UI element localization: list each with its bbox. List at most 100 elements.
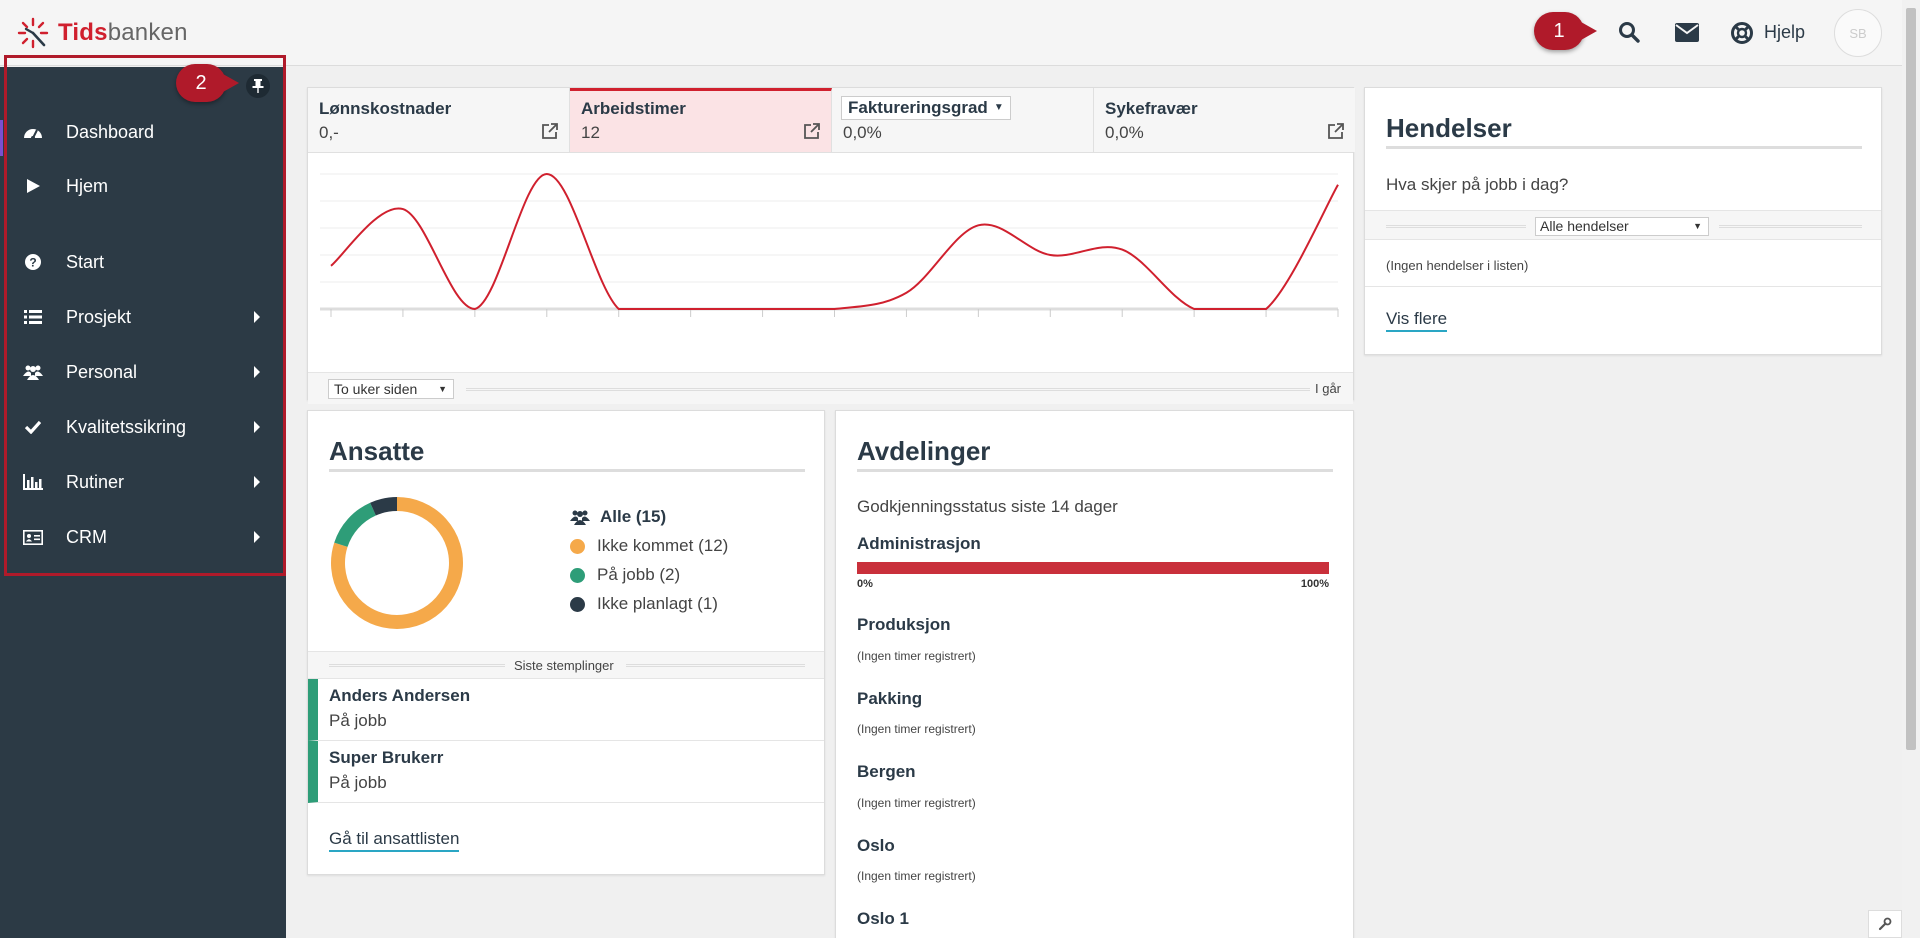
tidsbanken-logo-icon (17, 17, 49, 49)
kpi-select-faktureringsgrad[interactable]: Faktureringsgrad ▼ (841, 96, 1011, 120)
employee-row[interactable]: Super Brukerr På jobb (308, 741, 824, 803)
show-more-link[interactable]: Vis flere (1386, 309, 1448, 332)
department-name[interactable]: Bergen (857, 762, 916, 781)
legend-dot (570, 538, 585, 554)
sidebar-item-kvalitetssikring[interactable]: Kvalitetssikring (0, 405, 280, 449)
avatar[interactable]: SB (1834, 9, 1882, 57)
kpi-tab-arbeidstimer[interactable]: Arbeidstimer 12 (570, 88, 832, 152)
kpi-tab-sykefravaer[interactable]: Sykefravær 0,0% (1094, 88, 1355, 152)
department-note: (Ingen timer registrert) (857, 722, 976, 736)
check-icon (22, 416, 44, 438)
help-link[interactable]: Hjelp (1764, 22, 1806, 42)
band-divider (329, 664, 505, 667)
recent-stamps-bar: Siste stemplinger (308, 651, 824, 679)
events-title: Hendelser (1386, 113, 1512, 143)
band-divider (626, 664, 805, 667)
kpi-chart-panel: Lønnskostnader 0,- Arbeidstimer 12 Faktu… (307, 87, 1355, 404)
callout-1: 1 (1534, 12, 1597, 50)
kpi-tab-lonnskostnader[interactable]: Lønnskostnader 0,- (308, 88, 570, 152)
employee-list-link[interactable]: Gå til ansattlisten (329, 829, 460, 852)
departments-panel: Avdelinger Godkjenningsstatus siste 14 d… (835, 410, 1354, 938)
events-filter-bar: Alle hendelser ▼ (1365, 210, 1881, 240)
scale-max-label: 100% (1300, 578, 1329, 590)
kpi-tab-faktureringsgrad: Faktureringsgrad ▼ 0,0% (832, 88, 1094, 152)
scrollbar[interactable] (1902, 0, 1920, 938)
top-bar: Tidsbanken 1 Hjelp SB (0, 0, 1902, 66)
chart-footer: To uker siden ▼ I går (308, 372, 1353, 404)
sidebar: Dashboard Hjem ? Start Prosjekt Personal… (0, 67, 286, 938)
department-note: (Ingen timer registrert) (857, 796, 976, 810)
envelope-icon[interactable] (1675, 23, 1699, 47)
sidebar-item-rutiner[interactable]: Rutiner (0, 460, 280, 504)
title-rule (1386, 146, 1862, 149)
svg-text:?: ? (29, 256, 36, 270)
users-icon (570, 509, 590, 525)
employees-title: Ansatte (329, 436, 425, 466)
department-name[interactable]: Oslo 1 (857, 909, 909, 928)
lifebuoy-icon[interactable] (1730, 21, 1754, 50)
highlight-frame (4, 55, 286, 576)
chevron-right-icon (254, 366, 260, 378)
events-empty-text: (Ingen hendelser i listen) (1386, 258, 1529, 273)
logo[interactable]: Tidsbanken (16, 16, 188, 50)
department-name[interactable]: Produksjon (857, 615, 951, 634)
department-name[interactable]: Pakking (857, 689, 923, 708)
title-rule (857, 469, 1333, 472)
pin-icon[interactable] (246, 74, 270, 98)
chevron-right-icon (254, 476, 260, 488)
range-select[interactable]: To uker siden ▼ (328, 379, 454, 399)
chevron-right-icon (254, 311, 260, 323)
line-chart (320, 172, 1339, 317)
brand-name: Tidsbanken (58, 19, 188, 46)
caret-down-icon: ▼ (1693, 221, 1702, 231)
sidebar-item-crm[interactable]: CRM (0, 515, 280, 559)
users-icon (22, 361, 44, 383)
list-icon (22, 306, 44, 328)
departments-subtitle: Godkjenningsstatus siste 14 dager (857, 497, 1118, 516)
events-panel: Hendelser Hva skjer på jobb i dag? Alle … (1364, 87, 1882, 355)
employees-panel: Ansatte Alle (15) Ikke kommet (12) På jo… (307, 410, 825, 875)
id-card-icon (22, 526, 44, 548)
scrollbar-thumb[interactable] (1906, 8, 1916, 750)
footer-divider (466, 388, 1310, 391)
bar-chart-icon (22, 471, 44, 493)
sidebar-item-start[interactable]: ? Start (0, 240, 280, 284)
caret-down-icon: ▼ (438, 384, 447, 394)
legend-not-arrived[interactable]: Ikke kommet (12) (570, 536, 728, 556)
employee-row[interactable]: Anders Andersen På jobb (308, 679, 824, 741)
band-divider (1386, 225, 1526, 228)
callout-2: 2 (176, 64, 239, 102)
events-divider (1365, 286, 1881, 287)
legend-dot (570, 567, 585, 583)
approval-progress-bar (857, 562, 1329, 574)
sidebar-item-hjem[interactable]: Hjem (0, 164, 280, 208)
question-circle-icon: ? (22, 251, 44, 273)
department-note: (Ingen timer registrert) (857, 869, 976, 883)
dashboard-icon (22, 121, 44, 143)
legend-all[interactable]: Alle (15) (570, 507, 666, 527)
chevron-right-icon (254, 421, 260, 433)
sidebar-item-prosjekt[interactable]: Prosjekt (0, 295, 280, 339)
external-link-icon[interactable] (541, 122, 559, 145)
sidebar-item-dashboard[interactable]: Dashboard (0, 110, 280, 154)
search-icon[interactable] (1618, 21, 1640, 48)
legend-dot (570, 596, 585, 612)
wrench-icon[interactable] (1868, 910, 1902, 938)
legend-at-work[interactable]: På jobb (2) (570, 565, 680, 585)
external-link-icon[interactable] (1327, 122, 1345, 145)
caret-down-icon: ▼ (993, 102, 1004, 113)
active-indicator (0, 120, 3, 156)
legend-not-planned[interactable]: Ikke planlagt (1) (570, 594, 718, 614)
sidebar-item-personal[interactable]: Personal (0, 350, 280, 394)
play-icon (22, 175, 44, 197)
department-name[interactable]: Administrasjon (857, 534, 981, 553)
employee-donut-chart (331, 497, 463, 629)
chevron-right-icon (254, 531, 260, 543)
donut-slice (334, 502, 377, 548)
donut-slice (370, 497, 398, 516)
department-name[interactable]: Oslo (857, 836, 895, 855)
chart-series-line (330, 172, 1339, 311)
events-filter-select[interactable]: Alle hendelser ▼ (1535, 217, 1709, 236)
events-subtitle: Hva skjer på jobb i dag? (1386, 175, 1569, 194)
external-link-icon[interactable] (803, 122, 821, 145)
